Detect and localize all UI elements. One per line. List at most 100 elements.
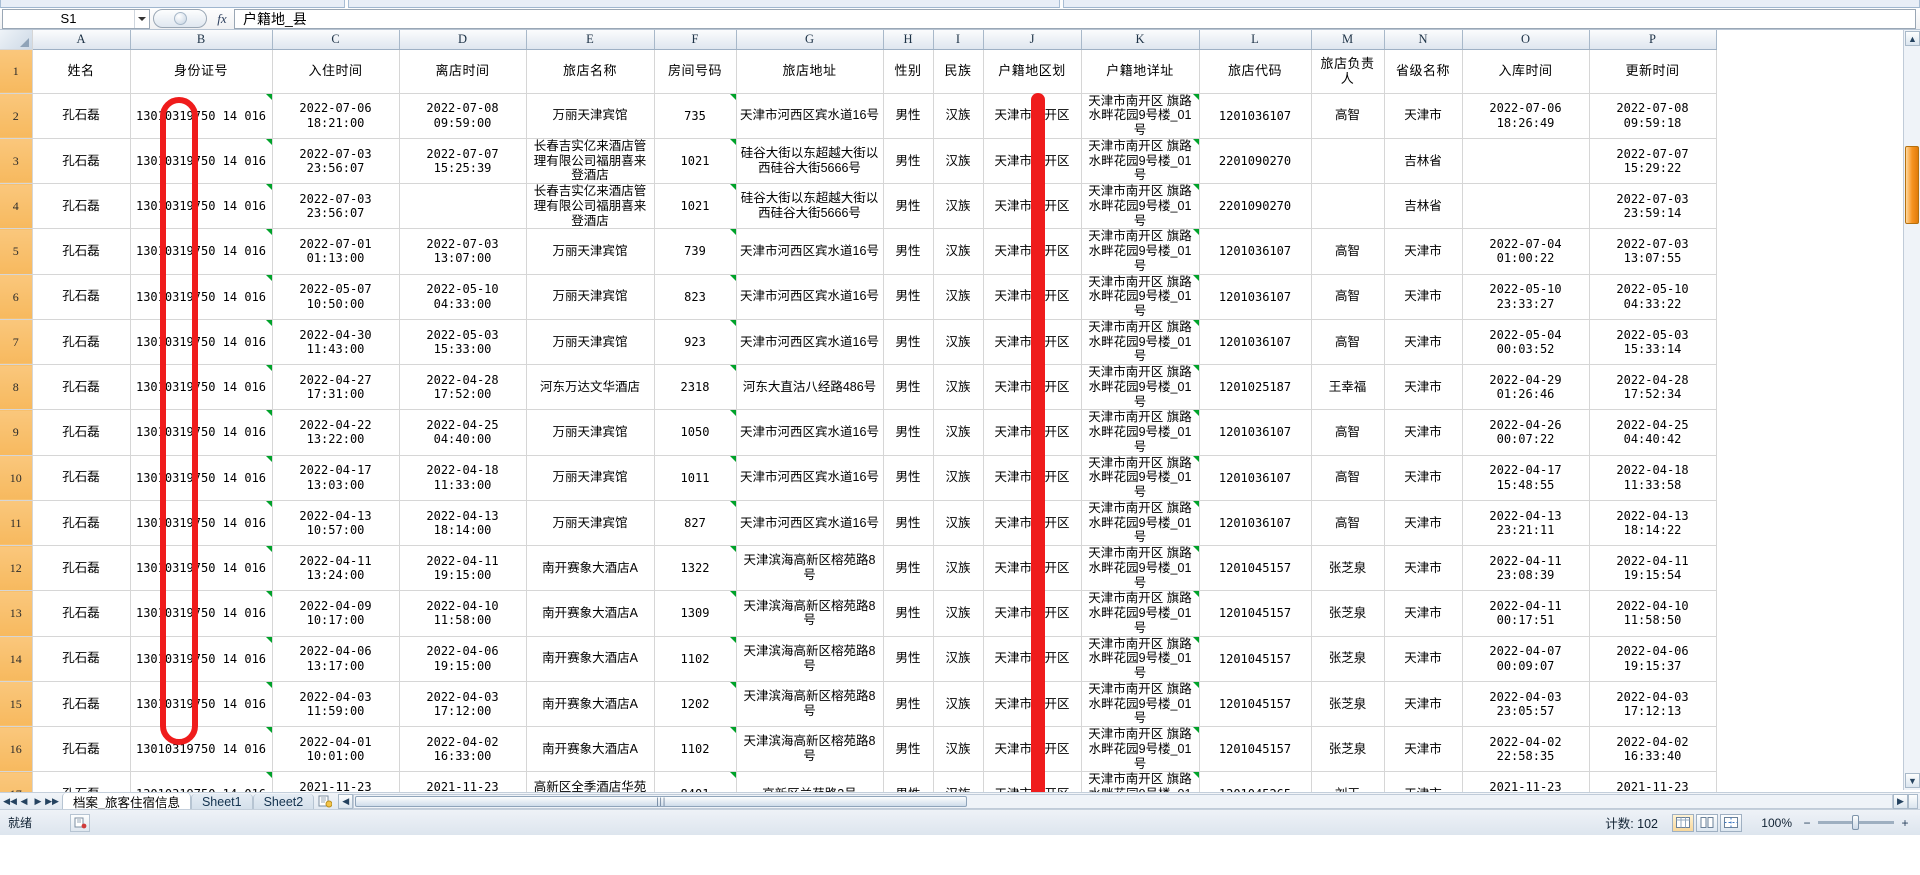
cell[interactable]: 天津市	[1384, 545, 1463, 592]
cell[interactable]: 1201036107	[1199, 228, 1312, 275]
cell[interactable]: 吉林省	[1384, 138, 1463, 185]
cell[interactable]: 高智	[1311, 455, 1385, 501]
table-row[interactable]: 10 孔石磊 13010319750 14 016 2022-04-17 13:03:…	[0, 455, 1717, 501]
nav-last-icon[interactable]: ▶▶	[45, 795, 59, 806]
cell[interactable]: 万丽天津宾馆	[526, 455, 655, 501]
cell[interactable]: 2022-07-03 13:07:00	[399, 228, 527, 275]
cell[interactable]: 硅谷大街以东超越大街以西硅谷大街5666号	[736, 138, 884, 185]
column-title-cell[interactable]: 身份证号	[130, 49, 273, 94]
cell[interactable]: 2022-04-03 17:12:00	[399, 681, 527, 728]
cell[interactable]: 2022-04-25 04:40:00	[399, 409, 527, 456]
scroll-left-icon[interactable]: ◀	[338, 793, 354, 809]
cell[interactable]: 1201045157	[1199, 681, 1312, 728]
cell[interactable]: 1202	[654, 681, 737, 728]
column-header-f[interactable]: F	[654, 30, 737, 50]
sheet-tabs[interactable]: 档案_旅客住宿信息 Sheet1 Sheet2	[62, 792, 315, 810]
cell[interactable]: 天津市南开区 旗路水畔花园9号楼_01号	[1081, 228, 1200, 275]
column-title-cell[interactable]: 离店时间	[399, 49, 527, 94]
cell[interactable]: 天津市河西区宾水道16号	[736, 319, 884, 366]
cell[interactable]: 2022-04-10 11:58:50	[1589, 590, 1717, 637]
cell[interactable]: 天津滨海高新区榕苑路8号	[736, 590, 884, 637]
table-row[interactable]: 15 孔石磊 13010319750 14 016 2022-04-03 11:59:…	[0, 681, 1717, 728]
cell[interactable]: 汉族	[933, 364, 984, 411]
cell[interactable]: 13010319750 14 016	[130, 364, 273, 411]
cell[interactable]: 天津市	[1384, 93, 1463, 139]
cell[interactable]: 天津市南开区 旗路水畔花园9号楼_01号	[1081, 364, 1200, 411]
cell[interactable]: 1201045157	[1199, 726, 1312, 773]
cell[interactable]: 男性	[883, 364, 934, 411]
cell[interactable]: 2022-07-07 15:29:22	[1589, 138, 1717, 185]
cell[interactable]: 孔石磊	[32, 228, 131, 275]
cell[interactable]: 1021	[654, 138, 737, 185]
cell[interactable]: 南开赛象大酒店A	[526, 590, 655, 637]
cell[interactable]: 孔石磊	[32, 545, 131, 592]
cell[interactable]: 男性	[883, 93, 934, 139]
column-title-cell[interactable]: 房间号码	[654, 49, 737, 94]
cell[interactable]: 2022-04-22 13:22:00	[272, 409, 400, 456]
cell[interactable]: 汉族	[933, 274, 984, 320]
cell[interactable]: 天津市	[1384, 726, 1463, 773]
cell[interactable]: 汉族	[933, 455, 984, 501]
formula-input[interactable]: 户籍地_县	[234, 8, 1916, 29]
table-row[interactable]: 9 孔石磊 13010319750 14 016 2022-04-22 13:22:0…	[0, 409, 1717, 456]
cell[interactable]: 孔石磊	[32, 726, 131, 773]
cell[interactable]: 2022-04-02 16:33:00	[399, 726, 527, 773]
table-row[interactable]: 2 孔石磊 13010319750 14 016 2022-07-06 18:21:0…	[0, 93, 1717, 139]
scroll-right-icon[interactable]: ▶	[1893, 793, 1908, 809]
cell[interactable]: 天津市南开区 旗路水畔花园9号楼_01号	[1081, 500, 1200, 547]
column-title-cell[interactable]: 旅店名称	[526, 49, 655, 94]
view-page-layout-icon[interactable]	[1696, 813, 1718, 832]
nav-first-icon[interactable]: ◀◀	[3, 795, 17, 806]
cell[interactable]: 13010319750 14 016	[130, 138, 273, 185]
cell[interactable]: 天津市南开区 旗路水畔花园9号楼_01号	[1081, 726, 1200, 773]
cell[interactable]: 万丽天津宾馆	[526, 228, 655, 275]
cell[interactable]: 天津市南开区 旗路水畔花园9号楼_01号	[1081, 183, 1200, 230]
cell[interactable]: 男性	[883, 409, 934, 456]
column-header-b[interactable]: B	[130, 30, 273, 50]
column-title-cell[interactable]: 姓名	[32, 49, 131, 94]
cell[interactable]: 孔石磊	[32, 590, 131, 637]
column-header-g[interactable]: G	[736, 30, 884, 50]
column-header-n[interactable]: N	[1384, 30, 1463, 50]
cell[interactable]: 13010319750 14 016	[130, 409, 273, 456]
cell[interactable]: 孔石磊	[32, 681, 131, 728]
scroll-up-icon[interactable]: ▲	[1905, 31, 1920, 46]
cell[interactable]: 2022-05-10 04:33:22	[1589, 274, 1717, 320]
cell[interactable]: 天津市南开区	[983, 590, 1082, 637]
column-header-k[interactable]: K	[1081, 30, 1200, 50]
cell[interactable]: 天津市河西区宾水道16号	[736, 228, 884, 275]
cell[interactable]: 天津市南开区	[983, 726, 1082, 773]
horizontal-scroll-track[interactable]: |||	[353, 793, 1893, 809]
column-header-o[interactable]: O	[1462, 30, 1590, 50]
cell[interactable]: 天津市南开区 旗路水畔花园9号楼_01号	[1081, 138, 1200, 185]
row-header-3[interactable]: 3	[0, 138, 33, 185]
cell[interactable]: 2022-04-30 11:43:00	[272, 319, 400, 366]
cell[interactable]: 孔石磊	[32, 183, 131, 230]
cell[interactable]: 2022-04-11 19:15:00	[399, 545, 527, 592]
cell[interactable]: 1201045157	[1199, 545, 1312, 592]
cell[interactable]: 2022-04-11 23:08:39	[1462, 545, 1590, 592]
split-handle[interactable]	[1908, 793, 1918, 809]
cell[interactable]: 1021	[654, 183, 737, 230]
cell[interactable]: 2022-04-09 10:17:00	[272, 590, 400, 637]
column-title-cell[interactable]: 性别	[883, 49, 934, 94]
cell[interactable]: 河东大直沽八经路486号	[736, 364, 884, 411]
cell[interactable]	[1311, 183, 1385, 230]
cell[interactable]: 13010319750 14 016	[130, 726, 273, 773]
sheet-tab-bar[interactable]: ◀◀ ◀ ▶ ▶▶ 档案_旅客住宿信息 Sheet1 Sheet2 ◀ ||| ▶	[0, 792, 1920, 810]
cell[interactable]: 万丽天津宾馆	[526, 319, 655, 366]
cell[interactable]: 男性	[883, 636, 934, 682]
cell[interactable]: 13010319750 14 016	[130, 319, 273, 366]
table-row[interactable]: 13 孔石磊 13010319750 14 016 2022-04-09 10:17:…	[0, 590, 1717, 637]
name-box[interactable]: S1	[2, 8, 150, 29]
cell[interactable]: 硅谷大街以东超越大街以西硅谷大街5666号	[736, 183, 884, 230]
cell[interactable]: 孔石磊	[32, 138, 131, 185]
scroll-down-icon[interactable]: ▼	[1905, 773, 1920, 788]
cell[interactable]: 2022-04-02 22:58:35	[1462, 726, 1590, 773]
cell[interactable]: 汉族	[933, 93, 984, 139]
column-title-cell[interactable]: 旅店代码	[1199, 49, 1312, 94]
cell[interactable]: 2022-04-11 00:17:51	[1462, 590, 1590, 637]
cell[interactable]: 孔石磊	[32, 500, 131, 547]
cell[interactable]: 孔石磊	[32, 319, 131, 366]
